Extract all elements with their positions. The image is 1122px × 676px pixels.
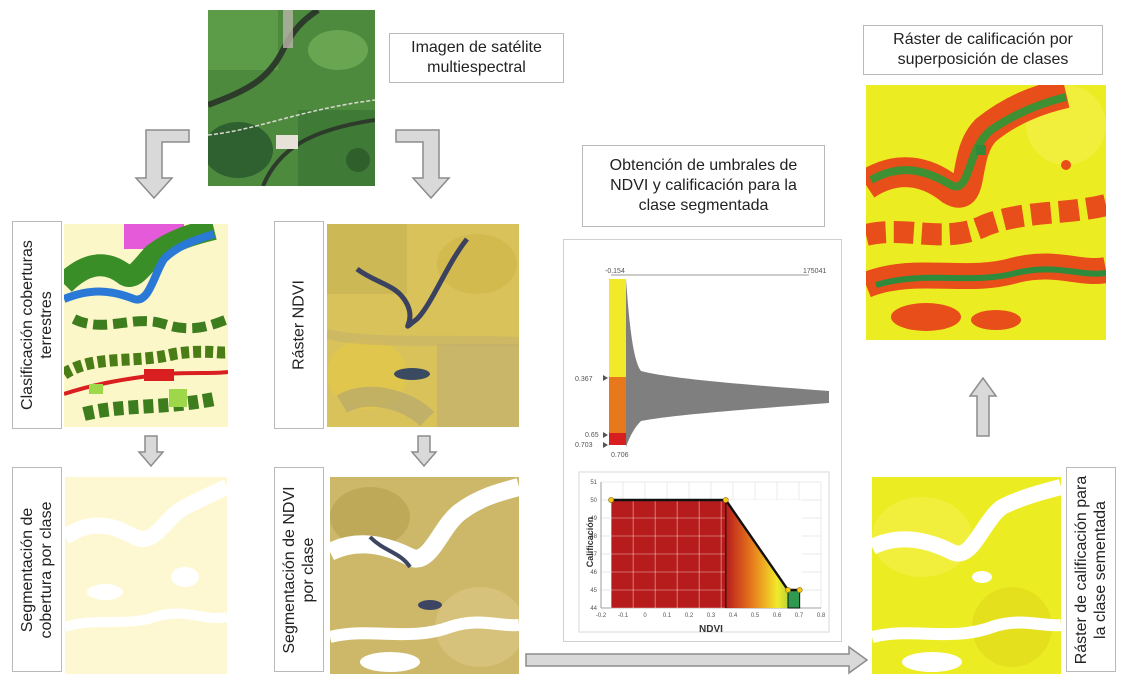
threshold-label-1: 0.367 xyxy=(575,376,593,383)
x-tick-label: 0.2 xyxy=(685,613,694,619)
satellite-label-text: Imagen de satélite multiespectral xyxy=(411,39,542,76)
y-tick-label: 49 xyxy=(590,516,597,522)
satellite-label: Imagen de satélite multiespectral xyxy=(389,33,564,83)
threshold-label-3: 0.703 xyxy=(575,442,593,449)
threshold-label-2: 0.65 xyxy=(585,432,599,439)
classification-label-box: Clasificación coberturas terrestres xyxy=(12,221,62,429)
y-tick-labels: 44 45 46 47 48 49 50 51 xyxy=(590,480,597,612)
down-arrow-ndvi xyxy=(410,435,438,468)
rating-area-mask xyxy=(725,500,802,590)
y-tick-label: 47 xyxy=(590,552,597,558)
y-tick-label: 51 xyxy=(590,480,597,486)
x-tick-labels: -0.2 -0.1 0 0.1 0.2 0.3 0.4 0.5 0.6 0.7 0.8 xyxy=(596,613,826,619)
x-tick-label: 0.7 xyxy=(795,613,804,619)
x-tick-label: 0.6 xyxy=(773,613,782,619)
satellite-image xyxy=(208,10,375,186)
y-tick-label: 45 xyxy=(590,588,597,594)
x-axis-label: NDVI xyxy=(699,624,723,635)
chart-fills xyxy=(610,500,802,609)
overlay-raster-label: Ráster de calificación por superposición… xyxy=(863,25,1103,75)
rating-area-end xyxy=(787,589,801,609)
down-arrow-classification xyxy=(137,435,165,468)
y-tick-label: 50 xyxy=(590,498,597,504)
classification-image xyxy=(64,224,228,427)
rating-raster-label-box: Ráster de calificación para la clase sem… xyxy=(1066,467,1116,672)
segmentation-ndvi-image xyxy=(330,477,519,674)
histogram-max-label: 175041 xyxy=(803,268,826,275)
x-tick-label: -0.2 xyxy=(596,613,607,619)
x-tick-label: 0.5 xyxy=(751,613,760,619)
segmentation-ndvi-label: Segmentación de NDVI por clase xyxy=(280,485,317,654)
overlay-raster-image xyxy=(866,85,1106,340)
rating-series-line xyxy=(611,498,800,592)
y-tick-label: 44 xyxy=(590,606,597,612)
rating-chart: -0.2 -0.1 0 0.1 0.2 0.3 0.4 0.5 0.6 0.7 0.8 44 45 46… xyxy=(571,470,836,636)
ndvi-raster-image xyxy=(327,224,519,427)
y-tick-label: 46 xyxy=(590,570,597,576)
x-tick-label: -0.1 xyxy=(618,613,629,619)
ndvi-raster-label-box: Ráster NDVI xyxy=(274,221,324,429)
rating-point xyxy=(785,587,791,593)
rating-raster-label: Ráster de calificación para la clase sem… xyxy=(1072,475,1109,664)
bent-arrow-left xyxy=(134,129,190,200)
rating-point xyxy=(796,587,803,593)
x-tick-label: 0.3 xyxy=(707,613,716,619)
rating-raster-image xyxy=(872,477,1061,674)
chart-line-group xyxy=(608,497,803,593)
rating-point xyxy=(608,497,615,503)
x-tick-label: 0 xyxy=(643,613,647,619)
x-tick-label: 0.8 xyxy=(817,613,826,619)
right-arrow-bottom xyxy=(525,645,869,675)
histogram-min-label: -0.154 xyxy=(605,268,625,275)
x-tick-label: 0.4 xyxy=(729,613,738,619)
classification-label: Clasificación coberturas terrestres xyxy=(18,240,55,410)
bent-arrow-right xyxy=(395,129,451,200)
threshold-label-4: 0.706 xyxy=(611,452,629,459)
overlay-raster-label-text: Ráster de calificación por superposición… xyxy=(893,31,1073,68)
up-arrow-right xyxy=(968,376,998,437)
thresholds-label: Obtención de umbrales de NDVI y califica… xyxy=(582,145,825,227)
segmentation-ndvi-label-box: Segmentación de NDVI por clase xyxy=(274,467,324,672)
segmentation-cover-label: Segmentación de cobertura por clase xyxy=(18,501,55,638)
histogram: -0.154 175041 0.367 0.65 0.703 0.706 xyxy=(571,261,836,461)
thresholds-label-text: Obtención de umbrales de NDVI y califica… xyxy=(609,157,798,214)
y-axis-label: Calificación xyxy=(585,517,595,568)
x-tick-label: 0.1 xyxy=(663,613,672,619)
ndvi-raster-label: Ráster NDVI xyxy=(290,280,308,370)
y-tick-label: 48 xyxy=(590,534,597,540)
segmentation-cover-label-box: Segmentación de cobertura por clase xyxy=(12,467,62,672)
rating-point xyxy=(722,497,729,503)
segmentation-cover-image xyxy=(65,477,227,674)
